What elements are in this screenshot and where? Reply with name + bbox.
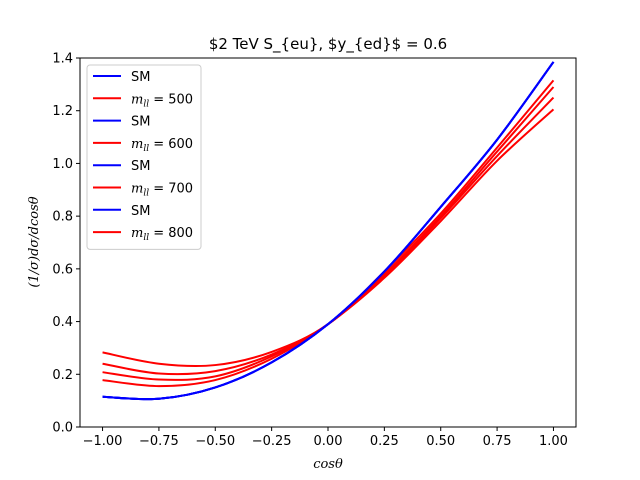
y-axis: 0.0 0.2 0.4 0.6 0.8 1.0 1.2 1.4 — [52, 52, 80, 436]
legend-label: mll = 600 — [131, 137, 193, 154]
x-tick-label: 1.00 — [539, 434, 568, 449]
y-tick-label: 1.2 — [52, 104, 73, 119]
legend-box — [86, 64, 202, 250]
x-tick-label: −0.75 — [139, 434, 179, 449]
y-tick-label: 1.4 — [52, 52, 73, 67]
x-tick-label: 0.75 — [483, 434, 512, 449]
x-tick-label: 0.50 — [426, 434, 455, 449]
legend-label: mll = 800 — [131, 226, 193, 243]
series-lines — [102, 61, 555, 401]
x-tick-label: 0.25 — [370, 434, 399, 449]
legend: SM mll = 500 SM mll = 600 SM mll = 700 SM mll =… — [86, 64, 202, 250]
series-line — [102, 61, 555, 401]
legend-label: mll = 500 — [131, 92, 193, 109]
y-axis-label: (1/σ)dσ/dcosθ — [27, 196, 42, 287]
legend-label: SM — [131, 204, 150, 219]
x-tick-label: 0.00 — [314, 434, 343, 449]
x-tick-label: −1.00 — [83, 434, 123, 449]
legend-label: SM — [131, 159, 150, 174]
x-axis: −1.00 −0.75 −0.50 −0.25 0.00 0.25 0.50 0.75 1.00 — [83, 427, 568, 449]
legend-label: SM — [131, 115, 150, 130]
y-tick-label: 0.0 — [52, 421, 73, 436]
y-tick-label: 1.0 — [52, 157, 73, 172]
y-tick-label: 0.4 — [52, 315, 73, 330]
chart-title: $2 TeV S_{eu}, $y_{ed}$ = 0.6 — [209, 35, 447, 54]
x-axis-label: cosθ — [313, 457, 343, 472]
x-tick-label: −0.25 — [252, 434, 292, 449]
y-tick-label: 0.6 — [52, 262, 73, 277]
y-tick-label: 0.8 — [52, 210, 73, 225]
legend-label: mll = 700 — [131, 182, 193, 199]
y-tick-label: 0.2 — [52, 368, 73, 383]
x-tick-label: −0.50 — [195, 434, 235, 449]
legend-label: SM — [131, 70, 150, 85]
